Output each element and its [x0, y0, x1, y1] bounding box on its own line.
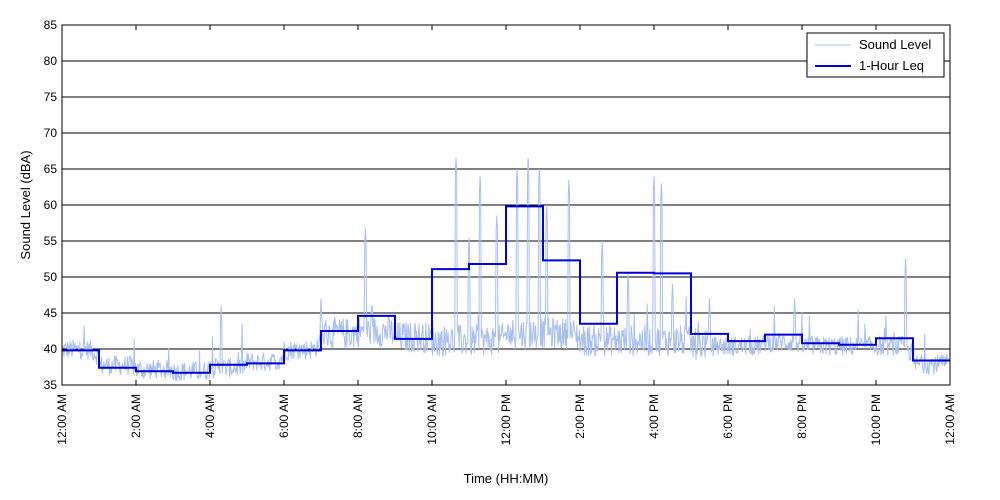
leq-step-line [62, 205, 950, 374]
x-axis-title: Time (HH:MM) [464, 471, 549, 486]
x-axis: 12:00 AM 2:00 AM 4:00 AM 6:00 AM 8:00 AM 10:0… [55, 25, 957, 445]
y-tick-label: 60 [44, 198, 58, 212]
y-tick-label: 35 [44, 378, 58, 392]
x-tick-label: 10:00 PM [869, 394, 883, 445]
legend-sound-level-label: Sound Level [859, 37, 931, 52]
x-tick-label: 12:00 PM [499, 394, 513, 445]
leq-series [62, 205, 950, 374]
y-tick-label: 65 [44, 162, 58, 176]
legend: Sound Level 1-Hour Leq [806, 32, 945, 78]
legend-leq-label: 1-Hour Leq [859, 58, 924, 73]
x-tick-label: 6:00 AM [277, 394, 291, 438]
x-tick-label: 10:00 AM [425, 394, 439, 445]
x-tick-label: 6:00 PM [721, 394, 735, 439]
y-tick-label: 50 [44, 270, 58, 284]
x-tick-label: 8:00 PM [795, 394, 809, 439]
y-tick-label: 55 [44, 234, 58, 248]
y-tick-label: 85 [44, 18, 58, 32]
x-tick-label: 12:00 AM [943, 394, 957, 445]
horizontal-gridlines [62, 60, 950, 350]
y-tick-label: 45 [44, 306, 58, 320]
y-tick-label: 75 [44, 90, 58, 104]
y-axis-title: Sound Level (dBA) [18, 150, 33, 259]
y-axis: 35 40 45 50 55 60 65 70 75 80 85 [44, 18, 950, 392]
x-tick-label: 4:00 AM [203, 394, 217, 438]
x-tick-label: 2:00 AM [129, 394, 143, 438]
x-tick-label: 2:00 PM [573, 394, 587, 439]
y-tick-label: 40 [44, 342, 58, 356]
y-tick-label: 70 [44, 126, 58, 140]
x-tick-label: 8:00 AM [351, 394, 365, 438]
x-tick-label: 4:00 PM [647, 394, 661, 439]
y-tick-label: 80 [44, 54, 58, 68]
x-tick-label: 12:00 AM [55, 394, 69, 445]
legend-box [806, 32, 945, 78]
